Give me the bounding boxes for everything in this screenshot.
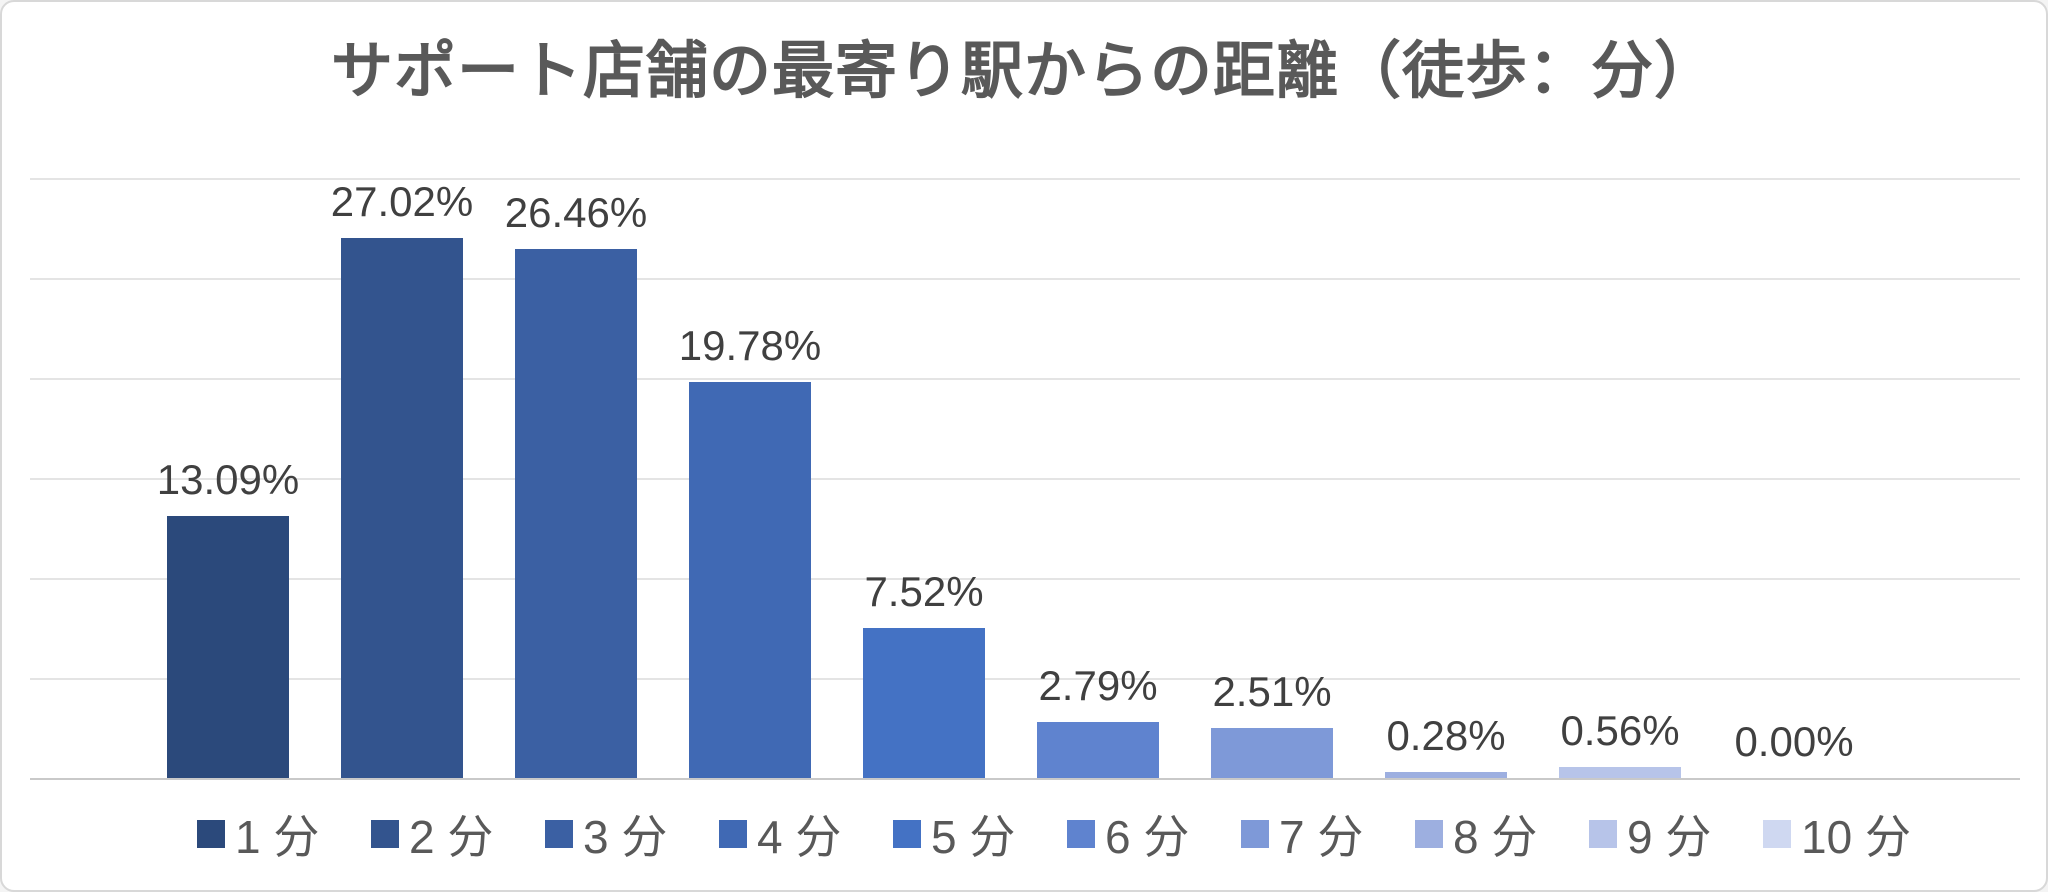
chart-title: サポート店舗の最寄り駅からの距離（徒歩：分） [330,37,1717,106]
gridline-30pct [30,178,2020,180]
bar-value-label: 26.46% [504,189,648,236]
legend-color-swatch [1589,820,1617,848]
bar-3分 [515,249,637,778]
legend-label: 8 分 [1453,811,1538,863]
legend-label: 5 分 [931,811,1016,863]
legend-label: 9 分 [1627,811,1712,863]
bar-value-label: 7.52% [864,568,984,615]
legend-color-swatch [1415,820,1443,848]
gridline-15pct [30,478,2020,480]
bar-9分 [1559,767,1681,778]
legend-color-swatch [1763,820,1791,848]
legend-color-swatch [893,820,921,848]
legend-label: 6 分 [1105,811,1190,863]
bar-value-label: 0.00% [1734,718,1854,765]
bar-1分 [167,516,289,778]
gridline-5pct [30,678,2020,680]
legend-color-swatch [371,820,399,848]
x-axis-line [30,778,2020,780]
legend-entry: 8 分 [1415,801,1537,867]
bar-2分 [341,238,463,778]
bar-value-label: 0.56% [1560,707,1680,754]
bar-6分 [1037,722,1159,778]
legend-color-swatch [1241,820,1269,848]
bar-value-label: 2.51% [1212,668,1332,715]
bar-value-label: 0.28% [1386,712,1506,759]
gridline-20pct [30,378,2020,380]
bar-value-label: 27.02% [330,178,474,225]
legend-label: 7 分 [1279,811,1364,863]
legend-label: 1 分 [235,811,320,863]
legend-color-swatch [719,820,747,848]
gridline-25pct [30,278,2020,280]
bar-7分 [1211,728,1333,778]
legend-entry: 7 分 [1241,801,1363,867]
legend-label: 3 分 [583,811,668,863]
legend-color-swatch [197,820,225,848]
legend-color-swatch [1067,820,1095,848]
gridline-10pct [30,578,2020,580]
legend-entry: 2 分 [371,801,493,867]
bar-value-label: 2.79% [1038,662,1158,709]
bar-4分 [689,382,811,778]
legend-entry: 1 分 [197,801,319,867]
legend-label: 2 分 [409,811,494,863]
bar-value-label: 13.09% [156,456,300,503]
bar-value-label: 19.78% [678,322,822,369]
legend-color-swatch [545,820,573,848]
legend-entry: 5 分 [893,801,1015,867]
bar-5分 [863,628,985,778]
legend-entry: 6 分 [1067,801,1189,867]
bar-8分 [1385,772,1507,778]
legend-entry: 10 分 [1763,801,1911,867]
legend-entry: 3 分 [545,801,667,867]
legend-label: 10 分 [1801,811,1911,863]
legend-label: 4 分 [757,811,842,863]
legend-entry: 4 分 [719,801,841,867]
legend-entry: 9 分 [1589,801,1711,867]
